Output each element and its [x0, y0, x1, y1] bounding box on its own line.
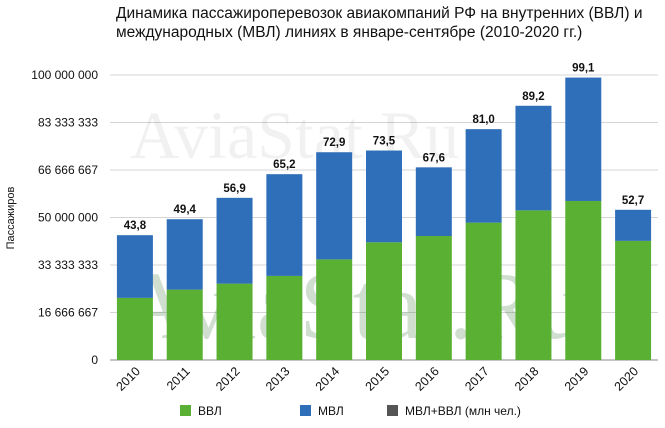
y-axis-label: Пассажиров	[5, 186, 17, 249]
x-axis-ticks: 2010 2011 2012 2013 2014 2015 2016 2017 2018 2019…	[113, 364, 641, 394]
y-tick-label: 66 666 667	[38, 163, 98, 177]
total-label: 81,0	[472, 114, 494, 126]
bar-mvl	[415, 167, 452, 237]
bar-mvl	[316, 152, 353, 260]
y-tick-label: 33 333 333	[38, 258, 98, 272]
total-label: 99,1	[572, 63, 595, 75]
x-tick-label: 2020	[612, 364, 642, 394]
bar-vvl	[366, 242, 402, 360]
x-tick-label: 2013	[263, 364, 293, 394]
bar-mvl	[266, 174, 303, 276]
bar-vvl	[316, 259, 353, 360]
legend-item-mvl-swatch	[300, 405, 311, 416]
legend-item-vvl-swatch	[180, 405, 191, 416]
y-axis-ticks: 0 16 666 667 33 333 333 50 000 000 66 666 66…	[31, 68, 98, 367]
bar-mvl	[216, 197, 253, 284]
bar-mvl	[166, 219, 203, 290]
total-label: 89,2	[522, 91, 544, 103]
total-label: 73,5	[373, 136, 396, 148]
bar-mvl	[615, 209, 652, 241]
bar-vvl	[465, 222, 502, 360]
x-tick-label: 2010	[113, 364, 143, 394]
bar-mvl	[366, 150, 402, 243]
legend-item-total-swatch	[387, 405, 398, 416]
bar-mvl	[465, 129, 502, 223]
total-label: 49,4	[174, 204, 197, 216]
x-tick-label: 2011	[164, 364, 193, 393]
total-labels: 43,8 49,4 56,9 65,2 72,9 73,5 67,6 81,0 89,2 99,1…	[124, 63, 645, 233]
bar-vvl	[116, 297, 153, 360]
x-tick-label: 2018	[512, 364, 542, 394]
y-tick-label: 50 000 000	[38, 211, 98, 225]
chart-title: Динамика пассажироперевозок авиакомпаний…	[116, 5, 643, 41]
legend-item-vvl-label: ВВЛ	[198, 404, 222, 418]
bar-vvl	[266, 275, 303, 360]
bar-vvl	[415, 236, 452, 360]
y-tick-label: 0	[91, 353, 98, 367]
bar-vvl	[216, 283, 253, 360]
y-tick-label: 100 000 000	[31, 68, 98, 82]
total-label: 72,9	[323, 137, 345, 149]
y-tick-label: 16 666 667	[38, 306, 98, 320]
bar-mvl	[565, 77, 602, 201]
legend: ВВЛ МВЛ МВЛ+ВВЛ (млн чел.)	[180, 404, 521, 418]
legend-item-total-label: МВЛ+ВВЛ (млн чел.)	[405, 404, 521, 418]
x-tick-label: 2014	[313, 364, 343, 394]
bar-mvl	[116, 235, 153, 298]
x-tick-label: 2016	[412, 364, 442, 394]
watermark-small: AviaStat.Ru	[130, 97, 459, 173]
total-label: 52,7	[622, 195, 644, 207]
bars	[116, 77, 652, 360]
total-label: 43,8	[124, 220, 147, 232]
x-tick-label: 2015	[363, 364, 393, 394]
bar-vvl	[565, 200, 602, 360]
bar-vvl	[166, 289, 203, 360]
x-tick-label: 2017	[462, 364, 492, 394]
x-tick-label: 2019	[562, 364, 592, 394]
total-label: 65,2	[273, 159, 295, 171]
total-label: 67,6	[423, 152, 445, 164]
x-tick-label: 2012	[213, 364, 243, 394]
y-tick-label: 83 333 333	[38, 116, 98, 130]
total-label: 56,9	[223, 183, 245, 195]
bar-vvl	[615, 240, 652, 360]
bar-mvl	[515, 105, 552, 211]
bar-vvl	[515, 210, 552, 360]
legend-item-mvl-label: МВЛ	[318, 404, 344, 418]
